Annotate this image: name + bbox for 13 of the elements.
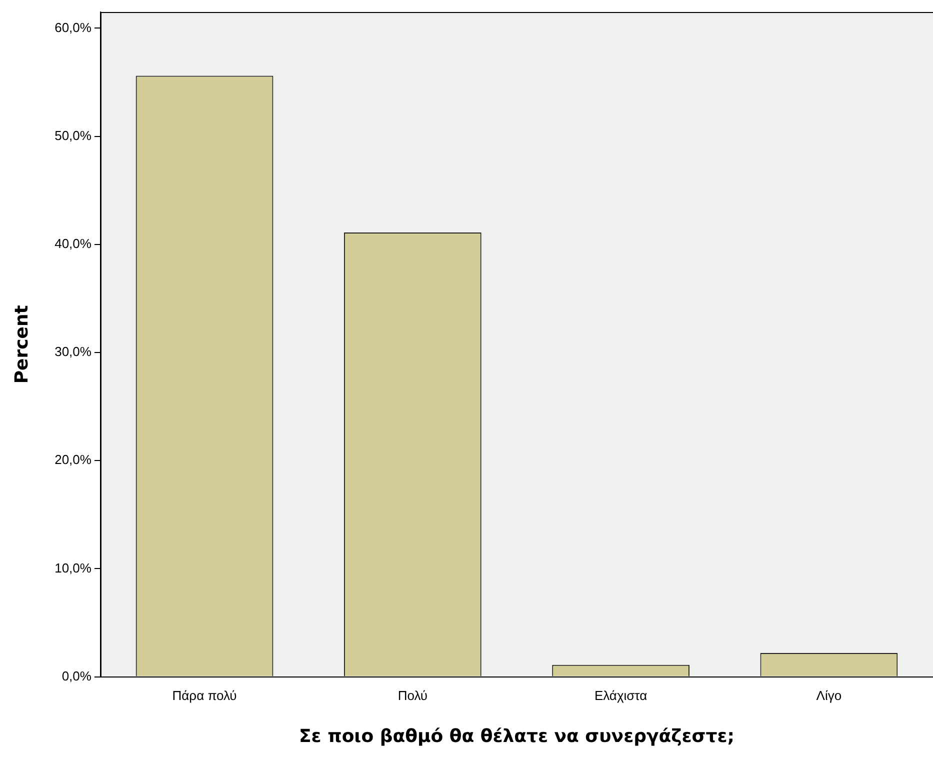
y-tick-label: 10,0% bbox=[54, 560, 92, 576]
x-tick-label: Πάρα πολύ bbox=[172, 688, 237, 704]
x-tick-label: Πολύ bbox=[398, 688, 428, 704]
y-axis-title: Percent bbox=[11, 304, 32, 384]
y-tick-label: 30,0% bbox=[54, 344, 92, 360]
x-axis-title: Σε ποιο βαθμό θα θέλατε να συνεργάζεστε; bbox=[298, 726, 734, 747]
x-tick-label: Λίγο bbox=[816, 688, 842, 704]
x-tick-label: Ελάχιστα bbox=[594, 688, 648, 704]
y-tick-label: 0,0% bbox=[62, 668, 92, 684]
y-tick-label: 40,0% bbox=[54, 236, 92, 251]
y-tick-label: 20,0% bbox=[54, 452, 92, 468]
y-tick-label: 50,0% bbox=[54, 128, 92, 143]
y-tick-label: 60,0% bbox=[54, 20, 92, 35]
